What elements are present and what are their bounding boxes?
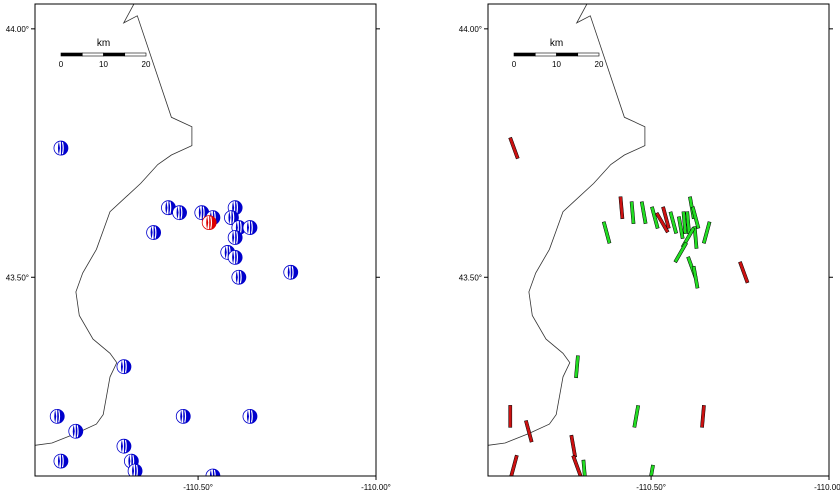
- scalebar-unit: km: [550, 38, 563, 49]
- scalebar-tick-label: 20: [595, 60, 604, 69]
- lon-label: -110.00°: [361, 483, 391, 492]
- lat-label: 44.00°: [459, 25, 482, 34]
- beachball-symbol: [68, 423, 84, 439]
- orientation-segment: [668, 211, 679, 234]
- beachball-symbol: [205, 468, 221, 476]
- map-right-content: [488, 4, 750, 476]
- orientation-segment: [508, 136, 520, 160]
- orientation-segment: [701, 221, 712, 244]
- beachball-symbol: [194, 205, 210, 221]
- orientation-segment: [524, 419, 534, 443]
- scalebar-segment: [81, 52, 104, 57]
- beachball-symbol: [227, 230, 243, 245]
- scalebar-tick-label: 0: [59, 60, 64, 69]
- map-right-frame: [487, 3, 830, 477]
- scalebar-tick-label: 0: [512, 60, 517, 69]
- orientation-segment: [650, 206, 660, 229]
- scalebar-segment: [103, 52, 126, 57]
- scalebar-segment: [60, 52, 83, 57]
- map-left-panel: 44.00° 43.50° -110.50° -110.00° km 0 10 20: [6, 3, 391, 492]
- orientation-segment: [639, 201, 648, 225]
- coastline: [488, 4, 646, 446]
- beachball-symbol: [172, 205, 187, 221]
- scalebar-segment: [513, 52, 536, 57]
- orientation-segment: [629, 201, 636, 225]
- orientation-segment: [618, 196, 625, 220]
- scalebar-segment: [534, 52, 557, 57]
- map-right-panel: 44.00° 43.50° -110.50° -110.00° km 0 10 20: [459, 3, 840, 492]
- scalebar-tick-label: 20: [142, 60, 151, 69]
- orientation-segment: [632, 404, 641, 428]
- beachball-symbol: [224, 210, 239, 226]
- scalebar-segment: [124, 52, 147, 57]
- orientation-segment: [700, 405, 706, 428]
- scalebar-tick-label: 10: [552, 60, 561, 69]
- beachball-symbol: [127, 463, 143, 476]
- lat-label: 43.50°: [459, 273, 482, 282]
- beachball-symbol: [53, 453, 69, 469]
- coastline: [35, 4, 193, 446]
- beachball-symbol: [116, 438, 132, 454]
- orientation-segment: [676, 216, 685, 239]
- lon-label: -110.50°: [636, 483, 666, 492]
- lat-label: 44.00°: [6, 25, 29, 34]
- beachball-symbol: [242, 220, 258, 235]
- orientation-segment: [681, 211, 688, 234]
- lon-label: -110.00°: [814, 483, 840, 492]
- orientation-segment: [581, 459, 588, 476]
- orientation-segment: [574, 355, 580, 379]
- orientation-segment: [601, 221, 612, 244]
- scalebar-tick-label: 10: [99, 60, 108, 69]
- beachball-symbol: [242, 408, 258, 424]
- map-left-content: [35, 4, 299, 476]
- beachball-symbol: [116, 359, 132, 375]
- orientation-segment: [691, 265, 700, 289]
- beachball-symbol: [49, 408, 65, 424]
- beachball-symbol: [146, 225, 162, 240]
- scalebar-segment: [577, 52, 600, 57]
- beachball-symbol: [53, 140, 69, 156]
- orientation-segment: [509, 454, 519, 476]
- orientation-segment: [654, 211, 670, 234]
- beachball-symbol: [231, 269, 247, 285]
- orientation-segment: [661, 206, 671, 229]
- orientation-segment: [692, 226, 699, 249]
- scalebar-unit: km: [97, 38, 110, 49]
- orientation-segment: [673, 241, 688, 264]
- scalebar-segment: [556, 52, 579, 57]
- beachball-symbol: [175, 408, 191, 424]
- orientation-segment: [690, 206, 701, 229]
- orientation-segment: [508, 405, 513, 428]
- orientation-segment: [738, 261, 750, 284]
- beachball-symbol: [227, 249, 243, 265]
- beachball-symbol: [201, 215, 217, 231]
- orientation-segment: [569, 434, 578, 458]
- map-left-frame: [34, 3, 377, 477]
- lat-label: 43.50°: [6, 273, 29, 282]
- beachball-symbol: [283, 264, 299, 280]
- orientation-segment: [571, 454, 583, 476]
- lon-label: -110.50°: [183, 483, 213, 492]
